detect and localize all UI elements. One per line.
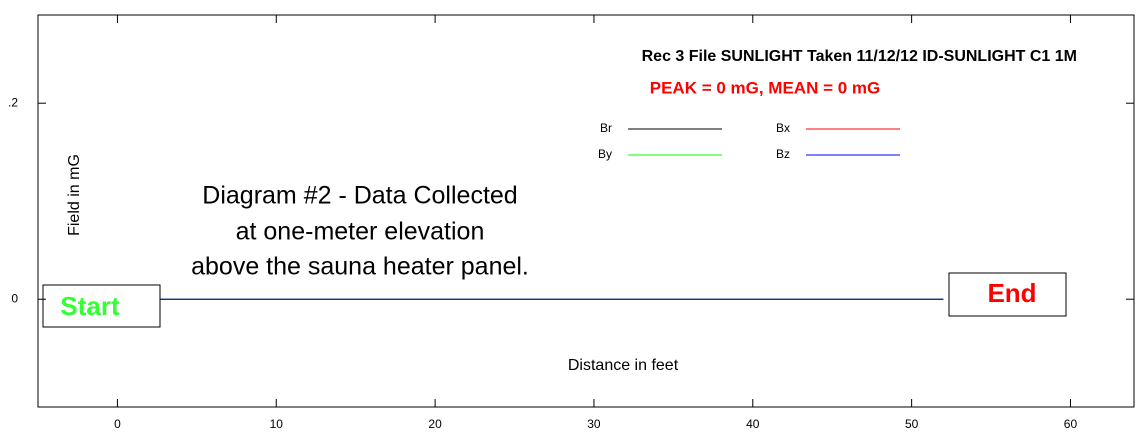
legend-label: By <box>598 147 612 161</box>
y-axis-label: Field in mG <box>66 154 83 236</box>
annotation: Diagram #2 - Data Collected <box>202 182 517 210</box>
x-tick-label: 60 <box>1064 417 1078 431</box>
end-label: End <box>987 278 1036 308</box>
x-tick-label: 40 <box>746 417 760 431</box>
x-axis-label: Distance in feet <box>568 357 679 374</box>
legend-label: Bz <box>776 147 790 161</box>
y-tick-label: 0 <box>11 291 18 305</box>
plot-frame <box>37 14 1135 408</box>
legend-label: Br <box>600 121 612 135</box>
annotation: above the sauna heater panel. <box>191 253 529 281</box>
chart-subtitle: PEAK = 0 mG, MEAN = 0 mG <box>650 78 881 97</box>
x-tick-label: 10 <box>270 417 284 431</box>
x-tick-label: 20 <box>428 417 442 431</box>
legend-label: Bx <box>776 121 790 135</box>
x-tick-label: 0 <box>114 417 121 431</box>
y-tick-label: .2 <box>8 95 18 109</box>
annotation: at one-meter elevation <box>236 218 485 246</box>
x-tick-label: 50 <box>905 417 919 431</box>
end-box <box>948 272 1067 317</box>
start-box <box>42 284 161 328</box>
x-tick-label: 30 <box>587 417 601 431</box>
chart-title: Rec 3 File SUNLIGHT Taken 11/12/12 ID-SU… <box>642 48 1077 65</box>
start-label: Start <box>60 291 120 321</box>
